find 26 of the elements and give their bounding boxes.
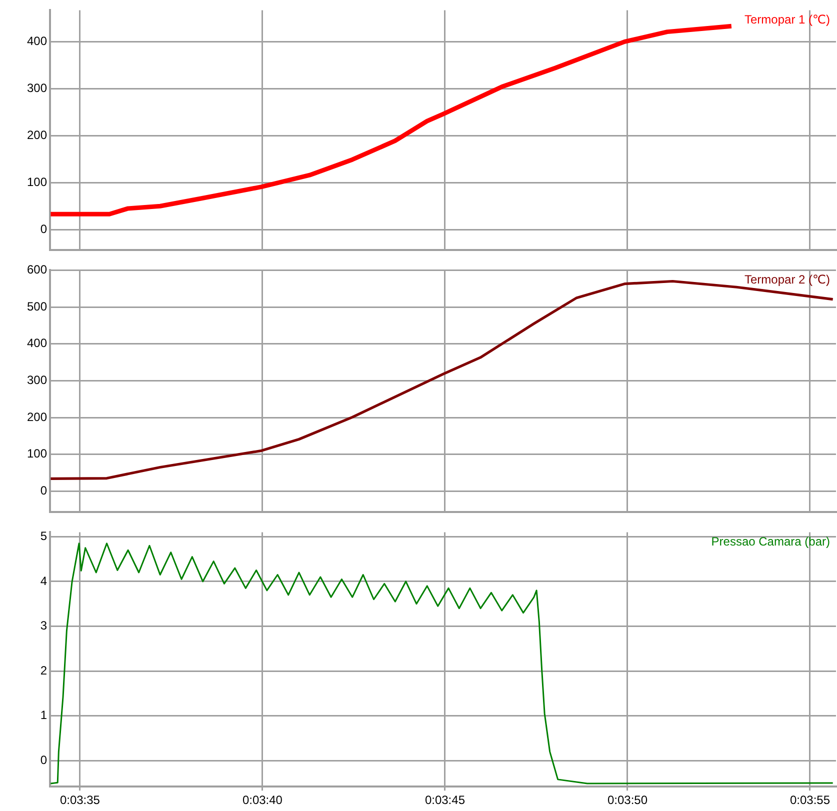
y-tick-label: 1 [40,708,48,722]
y-tick-label: 300 [26,80,48,95]
y-tick-label: 200 [26,410,48,424]
x-tick-label: 0:03:50 [607,793,648,808]
y-tick-label: 500 [26,299,48,314]
series-label: Termopar 2 (℃) [744,272,830,287]
y-tick-label: 5 [40,528,48,543]
y-tick-label: 200 [26,128,48,142]
y-tick-label: 300 [26,373,48,387]
y-tick-label: 100 [26,446,48,461]
y-tick-label: 4 [40,574,48,588]
text: Pressao Camara (bar) [711,534,830,549]
y-tick-label: 0 [40,752,48,767]
y-tick-label: 400 [26,336,48,350]
series-label: Termopar 1 (℃) [744,12,830,27]
y-tick-label: 0 [40,483,48,498]
x-tick-label: 0:03:45 [424,793,466,808]
y-tick-label: 600 [26,262,48,277]
y-tick-label: 100 [26,174,48,189]
y-tick-label: 2 [40,663,48,678]
x-tick-label: 0:03:55 [790,793,830,808]
x-tick-label: 0:03:35 [60,793,100,808]
y-tick-label: 400 [26,34,48,48]
y-tick-label: 3 [40,618,48,633]
y-tick-label: 0 [40,222,48,236]
x-tick-label: 0:03:40 [242,793,283,808]
